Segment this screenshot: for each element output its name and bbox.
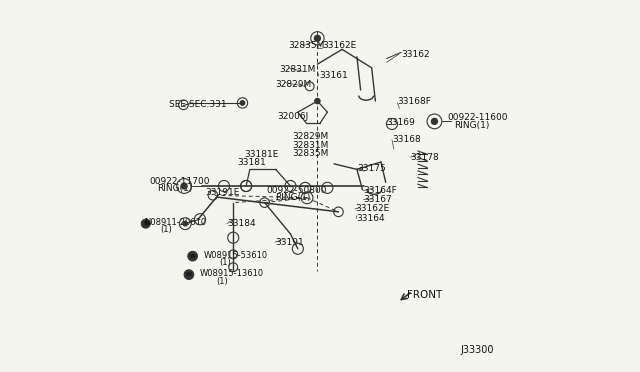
Text: 33164: 33164 [356, 214, 385, 223]
Text: 33162E: 33162E [322, 41, 356, 50]
Circle shape [314, 35, 321, 41]
Text: 33164F: 33164F [363, 186, 397, 195]
Text: 33184: 33184 [227, 219, 255, 228]
Text: 32006J: 32006J [278, 112, 308, 121]
Text: 33162: 33162 [401, 51, 430, 60]
Text: W08915-13610: W08915-13610 [200, 269, 264, 278]
Text: 33191E: 33191E [205, 188, 240, 197]
Text: 33162E: 33162E [355, 204, 389, 214]
Circle shape [315, 99, 320, 104]
Text: 33191: 33191 [275, 238, 304, 247]
Text: 00922-11600: 00922-11600 [447, 113, 508, 122]
Circle shape [181, 183, 187, 189]
Text: 32835M: 32835M [289, 41, 325, 50]
Text: 00922-50800: 00922-50800 [266, 186, 327, 195]
Text: 32835M: 32835M [292, 150, 329, 158]
Text: 33178: 33178 [410, 153, 439, 162]
Text: 32829M: 32829M [292, 132, 328, 141]
Text: J33300: J33300 [460, 345, 494, 355]
Text: 00922-11700: 00922-11700 [149, 177, 210, 186]
Text: W08915-53610: W08915-53610 [204, 251, 268, 260]
Text: FRONT: FRONT [407, 290, 442, 300]
Text: SEE SEC.331: SEE SEC.331 [168, 100, 227, 109]
Text: 32829M: 32829M [276, 80, 312, 89]
Text: W: W [189, 254, 196, 259]
Circle shape [431, 118, 437, 124]
Text: W: W [186, 272, 192, 277]
Text: 32831M: 32831M [280, 65, 316, 74]
Text: 33181: 33181 [237, 157, 266, 167]
Text: 33161: 33161 [319, 71, 348, 80]
Text: (1): (1) [216, 277, 228, 286]
Text: 33168: 33168 [392, 135, 420, 144]
Text: (1): (1) [220, 258, 231, 267]
Circle shape [141, 219, 150, 228]
Text: 33168F: 33168F [397, 97, 431, 106]
Text: N08911-20610: N08911-20610 [145, 218, 207, 227]
Circle shape [188, 251, 197, 261]
Text: 33167: 33167 [364, 195, 392, 204]
Text: 33169: 33169 [387, 118, 415, 127]
Circle shape [240, 101, 244, 105]
Text: RING(1): RING(1) [454, 121, 489, 129]
Text: RING(1): RING(1) [157, 184, 192, 193]
Text: 33175: 33175 [358, 164, 387, 173]
Circle shape [183, 221, 188, 226]
Text: 33181E: 33181E [244, 150, 278, 159]
Text: 32831M: 32831M [292, 141, 329, 150]
Circle shape [184, 270, 194, 279]
Text: RING(1): RING(1) [275, 193, 310, 202]
Text: N: N [143, 221, 148, 226]
Text: (1): (1) [161, 225, 172, 234]
